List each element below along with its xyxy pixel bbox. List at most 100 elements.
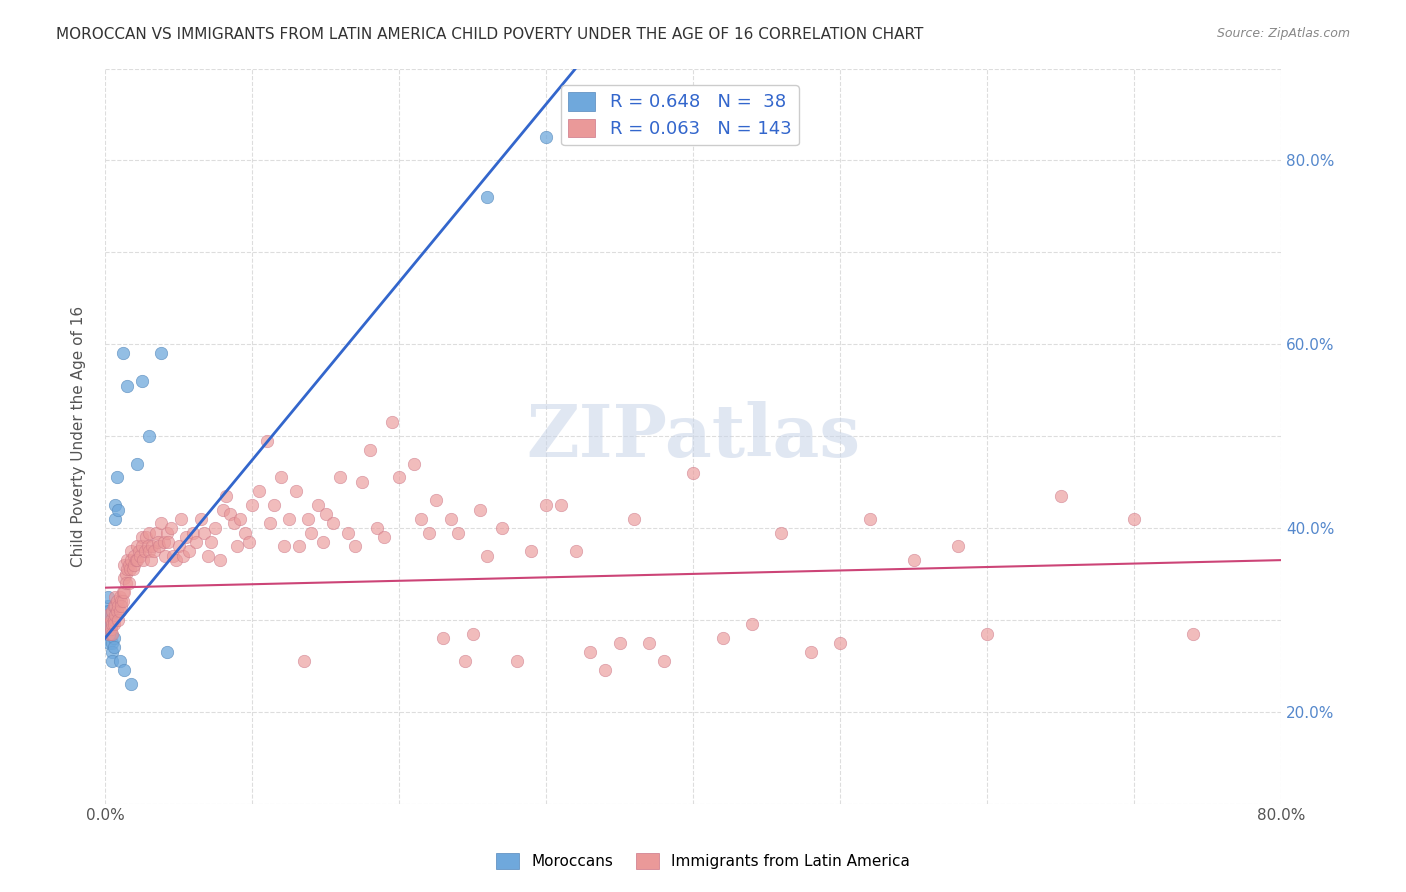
Point [200,534,222,549]
Point [98,626,121,640]
Point [711,631,734,645]
Y-axis label: Child Poverty Under the Age of 16: Child Poverty Under the Age of 16 [72,305,86,566]
Point [181,525,204,540]
Point [101,654,124,668]
Point [153,534,176,549]
Legend: R = 0.648   N =  38, R = 0.063   N = 143: R = 0.648 N = 38, R = 0.063 N = 143 [561,85,799,145]
Point [263,498,285,512]
Point [214,489,236,503]
Point [98,604,121,618]
Point [204,521,226,535]
Point [491,521,513,535]
Point [122,562,145,576]
Point [157,534,180,549]
Point [111,346,134,360]
Point [120,553,142,567]
Point [112,558,135,572]
Point [149,516,172,531]
Point [373,530,395,544]
Point [418,525,440,540]
Point [593,664,616,678]
Point [146,534,169,549]
Point [770,525,793,540]
Point [136,539,159,553]
Point [96,613,118,627]
Point [127,553,149,567]
Point [148,539,170,553]
Point [101,636,124,650]
Point [127,457,149,471]
Text: MOROCCAN VS IMMIGRANTS FROM LATIN AMERICA CHILD POVERTY UNDER THE AGE OF 16 CORR: MOROCCAN VS IMMIGRANTS FROM LATIN AMERIC… [56,27,924,42]
Point [439,512,461,526]
Point [638,636,661,650]
Point [315,507,337,521]
Point [172,549,194,563]
Point [108,654,131,668]
Point [359,442,381,457]
Point [120,544,142,558]
Point [98,613,121,627]
Point [115,553,138,567]
Point [273,539,295,553]
Text: ZIPatlas: ZIPatlas [526,401,860,472]
Point [579,645,602,659]
Point [105,594,128,608]
Point [830,636,852,650]
Point [100,626,122,640]
Point [149,346,172,360]
Point [229,512,252,526]
Point [103,617,125,632]
Point [311,534,333,549]
Point [100,617,122,632]
Point [139,553,162,567]
Point [1182,626,1205,640]
Point [101,626,124,640]
Point [145,525,167,540]
Point [105,470,128,484]
Point [112,664,135,678]
Point [652,654,675,668]
Point [104,512,127,526]
Point [623,512,645,526]
Point [114,576,136,591]
Point [329,470,352,484]
Point [108,590,131,604]
Point [285,484,308,499]
Point [240,498,263,512]
Point [100,622,122,636]
Point [131,539,153,553]
Point [160,521,183,535]
Point [111,585,134,599]
Point [741,617,763,632]
Point [402,457,425,471]
Point [336,525,359,540]
Point [292,654,315,668]
Point [432,631,454,645]
Point [307,498,329,512]
Point [534,498,557,512]
Point [107,613,129,627]
Point [170,512,193,526]
Point [946,539,969,553]
Point [322,516,344,531]
Point [107,502,129,516]
Point [138,429,160,443]
Point [564,544,586,558]
Point [104,590,127,604]
Point [112,585,135,599]
Point [118,562,141,576]
Point [107,599,129,613]
Point [411,512,433,526]
Point [142,544,165,558]
Point [343,539,366,553]
Point [506,654,529,668]
Point [111,594,134,608]
Point [104,608,127,623]
Point [98,626,121,640]
Point [100,613,122,627]
Point [103,631,125,645]
Point [117,558,139,572]
Point [96,617,118,632]
Point [211,502,233,516]
Point [156,645,179,659]
